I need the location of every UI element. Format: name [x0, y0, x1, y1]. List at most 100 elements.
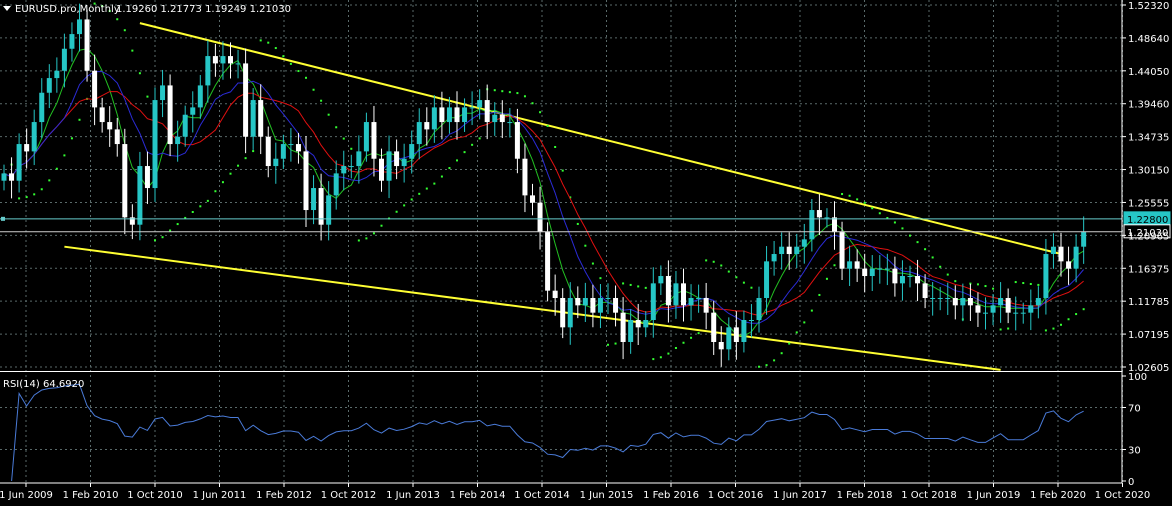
candle-body: [892, 268, 898, 284]
time-tick-label: 1 Oct 2012: [321, 490, 376, 501]
candle-body: [333, 173, 339, 196]
candle-body: [99, 107, 105, 123]
candle-body: [77, 19, 82, 35]
upper-trendline: [139, 22, 1062, 255]
candle-body: [477, 100, 483, 108]
sar-dot: [55, 167, 58, 170]
sar-dot: [161, 236, 164, 239]
candle-body: [1050, 246, 1056, 255]
sar-dot: [841, 193, 844, 196]
candle-body: [228, 56, 233, 64]
sar-dot: [531, 102, 534, 105]
sar-dot: [418, 192, 421, 195]
candle-body: [756, 298, 762, 321]
candle-body: [1, 173, 7, 181]
sar-dot: [78, 118, 81, 121]
candle-body: [84, 19, 90, 71]
sar-dot: [795, 331, 798, 334]
sar-dot: [259, 39, 262, 42]
sar-dot: [18, 197, 21, 200]
sar-dot: [478, 137, 481, 140]
sar-dot: [848, 194, 851, 197]
trendlines[interactable]: [64, 22, 1062, 371]
sar-dot: [48, 179, 51, 182]
candle-body: [816, 210, 822, 218]
time-tick-label: 1 Feb 2018: [837, 490, 893, 501]
candle-body: [567, 298, 573, 328]
price-tick-label: 1.34735: [1128, 133, 1169, 144]
candle-body: [379, 158, 384, 181]
sar-dot: [372, 232, 375, 235]
candle-body: [273, 158, 279, 167]
candle-body: [522, 158, 528, 196]
candle-body: [597, 298, 603, 313]
sar-dot: [659, 356, 662, 359]
candle-body: [394, 151, 400, 167]
candle-body: [711, 312, 717, 342]
candle-body: [635, 320, 641, 328]
sar-dot: [176, 223, 179, 226]
candle-body: [205, 56, 211, 86]
candle-body: [854, 261, 860, 269]
price-tick-label: 1.30150: [1128, 166, 1169, 177]
sar-dot: [697, 332, 700, 335]
candle-body: [348, 166, 354, 168]
sar-dot: [63, 154, 66, 157]
candle-body: [24, 144, 30, 152]
sar-dot: [1067, 318, 1070, 321]
sar-dot: [969, 282, 972, 285]
time-tick-label: 1 Feb 2016: [643, 490, 699, 501]
candle-body: [786, 246, 792, 255]
candle-body: [937, 298, 943, 300]
sar-dot: [267, 41, 270, 44]
sar-dot: [493, 89, 496, 92]
candle-body: [945, 298, 951, 300]
candle-body: [832, 217, 837, 233]
candle-body: [575, 298, 581, 306]
candle-body: [137, 166, 143, 225]
sar-dot: [448, 167, 451, 170]
sar-dot: [403, 204, 406, 207]
candle-body: [175, 136, 181, 145]
sar-dot: [463, 151, 466, 154]
sar-dot: [425, 187, 428, 190]
candle-body: [613, 298, 619, 313]
sar-dot: [591, 262, 594, 265]
sar-dot: [1060, 323, 1062, 326]
candle-body: [930, 298, 936, 300]
candle-body: [998, 298, 1004, 306]
sar-dot: [833, 264, 836, 267]
candle-body: [122, 144, 128, 218]
sar-dot: [818, 293, 821, 296]
symbol-label: EURUSD.pro,Monthly: [15, 4, 120, 15]
sar-dot: [871, 207, 874, 210]
sar-dot: [1022, 282, 1025, 285]
horizontal-lines[interactable]: 1.22800 1.21030: [0, 211, 1171, 239]
candle-body: [61, 48, 67, 71]
menu-triangle-icon[interactable]: [3, 6, 11, 11]
price-tick-label: 1.52320: [1128, 1, 1169, 12]
candle-body: [650, 283, 656, 321]
sar-dot: [327, 113, 330, 116]
time-tick-label: 1 Jun 2015: [580, 490, 634, 501]
sar-dot: [992, 287, 995, 290]
candle-body: [1035, 298, 1041, 306]
sar-dot: [1082, 308, 1085, 311]
candle-body: [915, 276, 921, 284]
sar-dot: [1007, 327, 1010, 330]
candle-body: [764, 261, 770, 299]
candle-body: [235, 63, 241, 65]
sar-dot: [1029, 282, 1032, 285]
candle-body: [446, 107, 452, 123]
time-tick-label: 1 Oct 2014: [514, 490, 569, 501]
candle-body: [114, 129, 120, 145]
candle-body: [190, 107, 196, 115]
candle-body: [1073, 246, 1079, 269]
candle-body: [560, 298, 566, 328]
candle-body: [107, 122, 113, 130]
sar-dot: [523, 95, 526, 98]
candle-body: [703, 298, 709, 313]
sar-dot: [863, 201, 866, 204]
sar-dot: [780, 352, 783, 355]
